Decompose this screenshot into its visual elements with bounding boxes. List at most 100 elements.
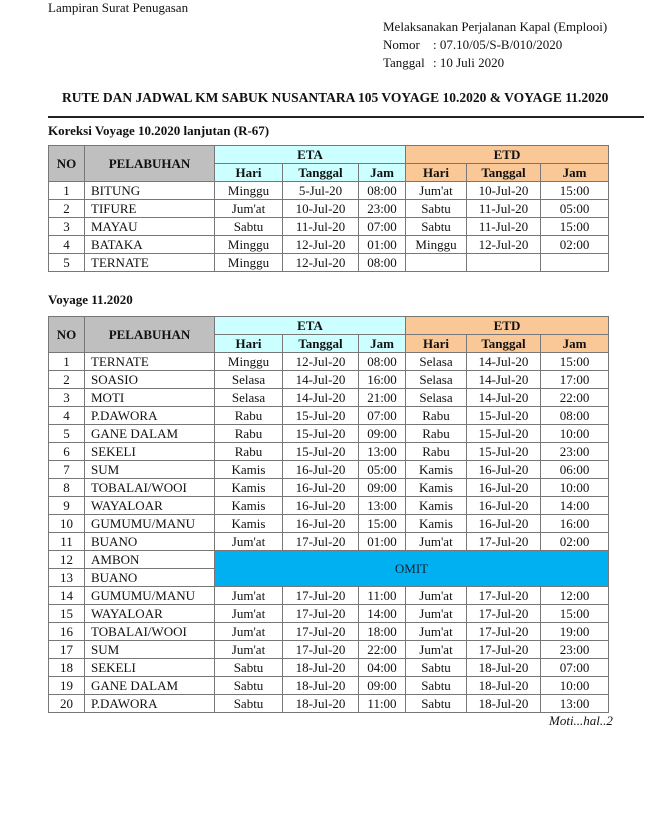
cell-eta-time: 09:00 [358, 478, 406, 497]
col-etd: ETD [404, 145, 610, 164]
cell-eta-day: Rabu [214, 424, 283, 443]
cell-eta-day: Kamis [214, 514, 283, 533]
cell-eta-day: Sabtu [214, 658, 283, 677]
tanggal-label: Tanggal [383, 55, 425, 70]
cell-eta-day: Sabtu [214, 217, 283, 236]
cell-eta-date: 16-Jul-20 [282, 460, 359, 479]
col-etd-date: Tanggal [466, 163, 541, 182]
cell-etd-date: 18-Jul-20 [466, 694, 541, 713]
table-row: 3 MAYAU Sabtu 11-Jul-20 07:00 Sabtu 11-Jul-20 1… [48, 217, 610, 236]
cell-port: WAYALOAR [84, 496, 215, 515]
subject-line: Melaksanakan Perjalanan Kapal (Emplooi) [383, 19, 608, 34]
col-etd-day: Hari [405, 163, 467, 182]
cell-etd-day: Kamis [405, 460, 467, 479]
col-etd-time: Jam [539, 334, 610, 353]
cell-eta-time: 05:00 [358, 460, 406, 479]
cell-eta-time: 01:00 [358, 235, 406, 254]
cell-no: 3 [48, 388, 85, 407]
cell-eta-time: 07:00 [358, 217, 406, 236]
col-eta: ETA [214, 145, 406, 164]
cell-no: 10 [48, 514, 85, 533]
table-row: 2 SOASIO Selasa 14-Jul-20 16:00 Selasa 14-Jul-… [48, 370, 610, 389]
cell-eta-time: 13:00 [358, 442, 406, 461]
cell-eta-time: 21:00 [358, 388, 406, 407]
cell-etd-date: 16-Jul-20 [466, 478, 541, 497]
col-no: NO [48, 145, 85, 182]
cell-etd-date: 11-Jul-20 [466, 199, 541, 218]
cell-eta-day: Sabtu [214, 694, 283, 713]
table-row: 16 TOBALAI/WOOI Jum'at 17-Jul-20 18:00 Jum'at… [48, 622, 610, 641]
table-row: 11 BUANO Jum'at 17-Jul-20 01:00 Jum'at 17-Jul-… [48, 532, 610, 551]
cell-eta-time: 04:00 [358, 658, 406, 677]
table-row: 18 SEKELI Sabtu 18-Jul-20 04:00 Sabtu 18-Jul-2… [48, 658, 610, 677]
header-row: NO PELABUHAN ETA ETD [48, 316, 610, 353]
table-row: 1 BITUNG Minggu 5-Jul-20 08:00 Jum'at 10-Jul-2… [48, 181, 610, 200]
cell-eta-date: 15-Jul-20 [282, 424, 359, 443]
cell-eta-date: 16-Jul-20 [282, 478, 359, 497]
cell-eta-day: Minggu [214, 235, 283, 254]
tanggal-line: Tanggal: 10 Juli 2020 [383, 55, 504, 71]
cell-eta-date: 17-Jul-20 [282, 532, 359, 551]
cell-eta-day: Rabu [214, 442, 283, 461]
cell-no: 1 [48, 181, 85, 200]
table-row: 17 SUM Jum'at 17-Jul-20 22:00 Jum'at 17-Jul-20… [48, 640, 610, 659]
nomor-value: : 07.10/05/S-B/010/2020 [433, 37, 563, 52]
cell-eta-day: Rabu [214, 406, 283, 425]
cell-port: BUANO [84, 568, 215, 587]
cell-no: 1 [48, 352, 85, 371]
cell-eta-date: 17-Jul-20 [282, 622, 359, 641]
cell-eta-date: 18-Jul-20 [282, 676, 359, 695]
cell-etd-day [405, 253, 467, 272]
cell-eta-date: 15-Jul-20 [282, 406, 359, 425]
cell-eta-date: 18-Jul-20 [282, 694, 359, 713]
cell-etd-date: 17-Jul-20 [466, 586, 541, 605]
cell-no: 9 [48, 496, 85, 515]
cell-eta-date: 15-Jul-20 [282, 442, 359, 461]
cell-port: SUM [84, 460, 215, 479]
table-row: 9 WAYALOAR Kamis 16-Jul-20 13:00 Kamis 16-Jul-… [48, 496, 610, 515]
cell-etd-day: Sabtu [405, 658, 467, 677]
cell-port: BATAKA [84, 235, 215, 254]
cell-eta-day: Jum'at [214, 532, 283, 551]
cell-eta-time: 08:00 [358, 253, 406, 272]
col-eta-date: Tanggal [282, 163, 359, 182]
cell-etd-day: Jum'at [405, 622, 467, 641]
table-row: 6 SEKELI Rabu 15-Jul-20 13:00 Rabu 15-Jul-20 23… [48, 442, 610, 461]
table-row: 2 TIFURE Jum'at 10-Jul-20 23:00 Sabtu 11-Jul-2… [48, 199, 610, 218]
cell-etd-day: Jum'at [405, 604, 467, 623]
col-etd-day: Hari [405, 334, 467, 353]
cell-port: TOBALAI/WOOI [84, 622, 215, 641]
cell-etd-date: 11-Jul-20 [466, 217, 541, 236]
cell-eta-date: 14-Jul-20 [282, 370, 359, 389]
table2-caption: Voyage 11.2020 [48, 292, 133, 307]
cell-eta-day: Jum'at [214, 199, 283, 218]
table-row: 5 TERNATE Minggu 12-Jul-20 08:00 [48, 253, 610, 272]
cell-etd-time: 14:00 [539, 496, 610, 515]
cell-etd-date: 15-Jul-20 [466, 406, 541, 425]
cell-etd-time: 07:00 [539, 658, 610, 677]
cell-etd-time: 02:00 [539, 235, 610, 254]
cell-port: TERNATE [84, 352, 215, 371]
cell-port: AMBON [84, 550, 215, 569]
title-divider [48, 116, 644, 118]
cell-etd-time: 15:00 [539, 604, 610, 623]
cell-etd-day: Minggu [405, 235, 467, 254]
cell-eta-day: Jum'at [214, 622, 283, 641]
cell-etd-time: 06:00 [539, 460, 610, 479]
cell-no: 15 [48, 604, 85, 623]
cell-etd-time: 10:00 [539, 478, 610, 497]
cell-eta-date: 16-Jul-20 [282, 496, 359, 515]
cell-etd-time: 10:00 [539, 424, 610, 443]
cell-port: WAYALOAR [84, 604, 215, 623]
cell-no: 19 [48, 676, 85, 695]
cell-eta-date: 5-Jul-20 [282, 181, 359, 200]
table-row: 4 P.DAWORA Rabu 15-Jul-20 07:00 Rabu 15-Jul-20… [48, 406, 610, 425]
table-row: 20 P.DAWORA Sabtu 18-Jul-20 11:00 Sabtu 18-Jul… [48, 694, 610, 713]
cell-port: GUMUMU/MANU [84, 586, 215, 605]
cell-port: TOBALAI/WOOI [84, 478, 215, 497]
cell-etd-date: 15-Jul-20 [466, 442, 541, 461]
cell-no: 11 [48, 532, 85, 551]
document-title: RUTE DAN JADWAL KM SABUK NUSANTARA 105 V… [62, 90, 609, 105]
cell-etd-date: 18-Jul-20 [466, 658, 541, 677]
table-row: 1 TERNATE Minggu 12-Jul-20 08:00 Selasa 14-Jul… [48, 352, 610, 371]
